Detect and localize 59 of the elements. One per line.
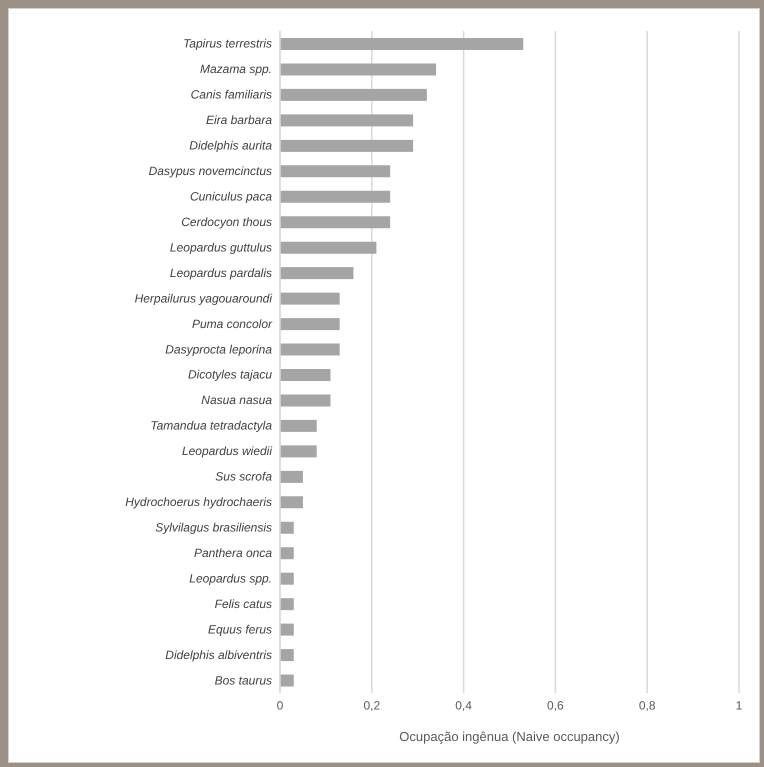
bar bbox=[280, 114, 414, 126]
y-tick-label: Herpailurus yagouaroundi bbox=[134, 291, 272, 306]
bar bbox=[280, 216, 390, 228]
x-tick-label: 0,6 bbox=[547, 698, 564, 713]
bar bbox=[280, 190, 390, 203]
x-tick-label: 0,2 bbox=[363, 698, 380, 713]
bar bbox=[280, 292, 340, 305]
bar bbox=[280, 318, 340, 330]
bar bbox=[280, 522, 294, 534]
y-tick-label: Leopardus pardalis bbox=[170, 266, 272, 280]
y-tick-label: Nasua nasua bbox=[201, 393, 272, 408]
bar bbox=[280, 649, 294, 662]
x-tick-label: 0,8 bbox=[638, 698, 656, 713]
y-tick-label: Canis familiaris bbox=[190, 88, 272, 102]
y-tick-label: Leopardus wiedii bbox=[182, 444, 272, 458]
y-tick-label: Tamandua tetradactyla bbox=[150, 418, 272, 433]
y-tick-label: Didelphis aurita bbox=[189, 138, 272, 153]
bar bbox=[280, 63, 436, 76]
x-tick-label: 1 bbox=[736, 698, 743, 713]
y-tick-label: Tapirus terrestris bbox=[183, 36, 272, 51]
bar bbox=[280, 547, 294, 560]
bar bbox=[280, 242, 376, 254]
bar bbox=[280, 674, 294, 687]
y-tick-label: Leopardus guttulus bbox=[170, 240, 272, 254]
bar bbox=[280, 572, 294, 585]
bar bbox=[280, 38, 524, 50]
y-tick-label: Cuniculus paca bbox=[190, 190, 272, 204]
bar bbox=[280, 165, 390, 178]
y-tick-label: Hydrochoerus hydrochaeris bbox=[125, 495, 272, 510]
bar bbox=[280, 267, 354, 280]
y-tick-label: Panthera onca bbox=[194, 546, 272, 560]
y-tick-label: Didelphis albiventris bbox=[165, 648, 272, 662]
y-tick-label: Puma concolor bbox=[192, 316, 273, 331]
y-tick-label: Sus scrofa bbox=[215, 470, 272, 484]
bar bbox=[280, 344, 340, 356]
bar bbox=[280, 140, 414, 152]
bar bbox=[280, 394, 330, 406]
y-tick-label: Equus ferus bbox=[208, 622, 272, 636]
x-axis-title: Ocupação ingênua (Naive occupancy) bbox=[399, 729, 620, 744]
bar bbox=[280, 88, 427, 101]
bar bbox=[280, 420, 317, 432]
bar bbox=[280, 598, 294, 610]
bar bbox=[280, 470, 303, 483]
y-tick-label: Mazama spp. bbox=[200, 62, 272, 76]
y-tick-label: Dicotyles tajacu bbox=[188, 368, 272, 382]
y-tick-label: Dasypus novemcinctus bbox=[148, 164, 272, 178]
bar bbox=[280, 496, 303, 508]
bar bbox=[280, 369, 330, 381]
y-tick-label: Sylvilagus brasiliensis bbox=[155, 520, 272, 534]
y-tick-label: Bos taurus bbox=[214, 673, 272, 688]
bar bbox=[280, 445, 317, 458]
y-tick-label: Eira barbara bbox=[206, 113, 272, 128]
x-tick-label: 0,4 bbox=[455, 698, 472, 713]
x-tick-label: 0 bbox=[276, 698, 284, 713]
y-tick-label: Dasyprocta leporina bbox=[165, 342, 272, 356]
y-tick-label: Leopardus spp. bbox=[189, 571, 272, 586]
y-tick-label: Felis catus bbox=[214, 596, 272, 611]
bar bbox=[280, 624, 294, 636]
y-tick-label: Cerdocyon thous bbox=[181, 214, 272, 229]
